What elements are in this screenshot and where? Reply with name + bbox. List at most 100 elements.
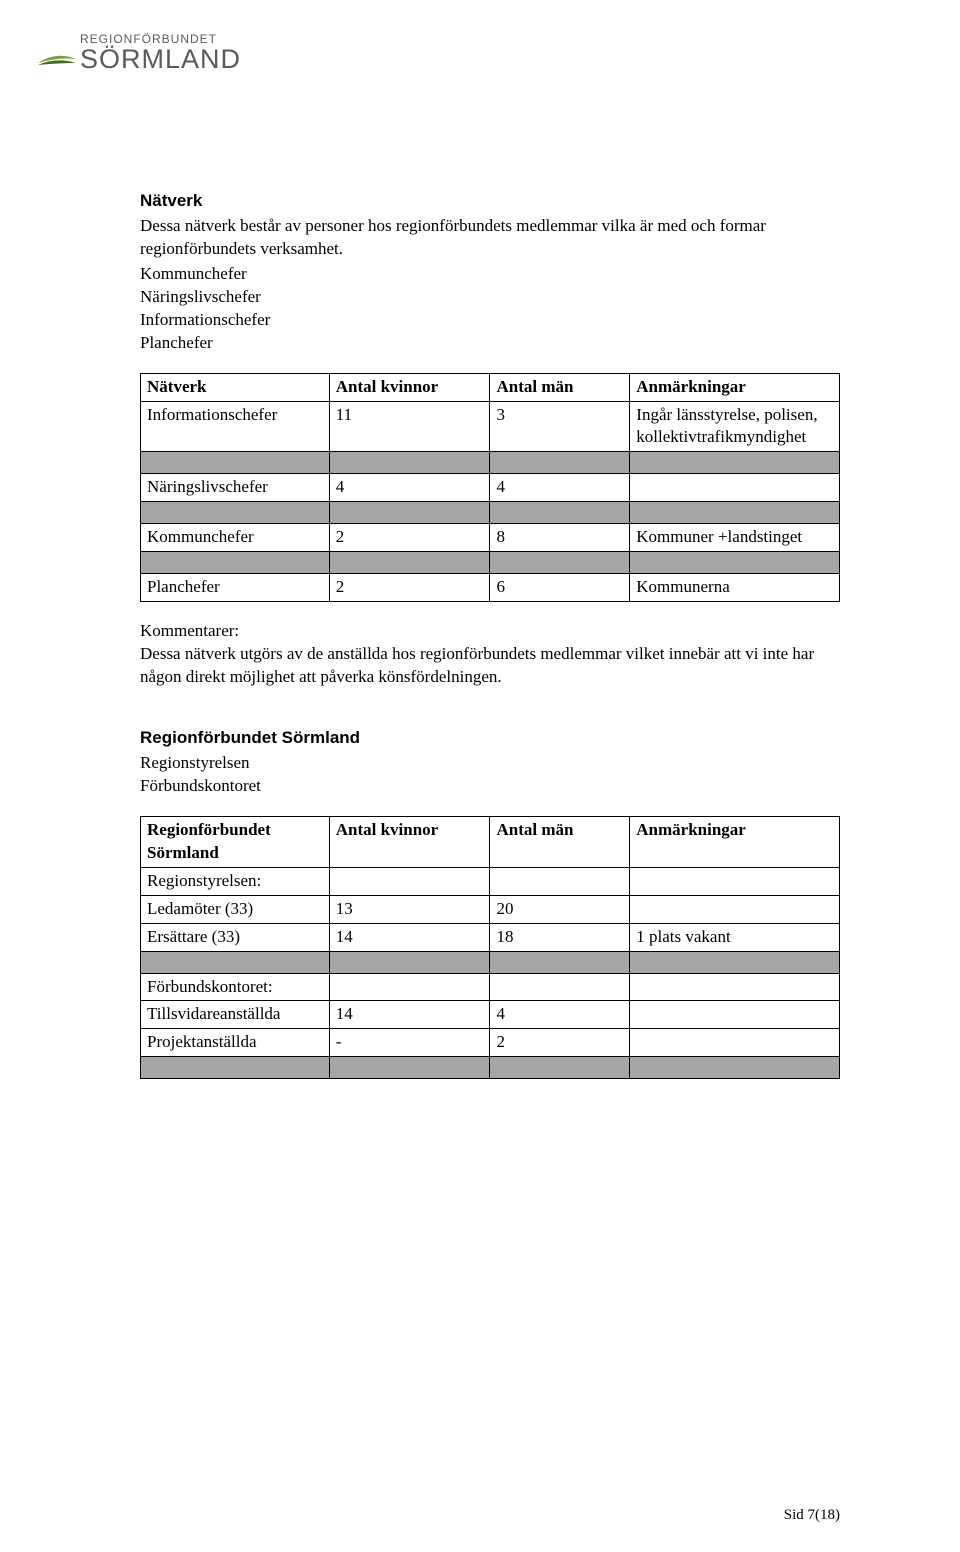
table-cell: Förbundskontoret: — [141, 973, 330, 1001]
table-header: Regionförbundet Sörmland — [141, 816, 330, 867]
table-cell — [141, 452, 330, 474]
table-row: Näringslivschefer44 — [141, 474, 840, 502]
comments-text: Dessa nätverk utgörs av de anställda hos… — [140, 643, 840, 689]
table-cell — [630, 1057, 840, 1079]
table-cell: 6 — [490, 574, 630, 602]
table-cell — [630, 1029, 840, 1057]
table-cell — [329, 867, 490, 895]
table-cell: Kommunerna — [630, 574, 840, 602]
table-header: Antal kvinnor — [329, 373, 490, 401]
list-item: Informationschefer — [140, 309, 840, 332]
section1-heading: Nätverk — [140, 190, 840, 213]
region-table: Regionförbundet SörmlandAntal kvinnorAnt… — [140, 816, 840, 1080]
table-row: Kommunchefer28Kommuner +landstinget — [141, 524, 840, 552]
table-row: Tillsvidareanställda144 — [141, 1001, 840, 1029]
table-cell — [630, 867, 840, 895]
table-row — [141, 951, 840, 973]
table-cell: 14 — [329, 1001, 490, 1029]
table-cell — [329, 951, 490, 973]
section1-intro: Dessa nätverk består av personer hos reg… — [140, 215, 840, 261]
table-row: Ledamöter (33)1320 — [141, 895, 840, 923]
table-row: Regionstyrelsen: — [141, 867, 840, 895]
table-cell — [329, 973, 490, 1001]
table-cell: Informationschefer — [141, 401, 330, 452]
table-cell: 2 — [329, 574, 490, 602]
table-cell — [490, 973, 630, 1001]
table-cell — [141, 502, 330, 524]
table-cell — [141, 951, 330, 973]
table-cell — [630, 502, 840, 524]
table-cell: 14 — [329, 923, 490, 951]
table-cell: Ingår länsstyrelse, polisen, kollektivtr… — [630, 401, 840, 452]
table-cell: Planchefer — [141, 574, 330, 602]
table-cell: 18 — [490, 923, 630, 951]
table-cell: 11 — [329, 401, 490, 452]
table-cell: 4 — [490, 474, 630, 502]
list-item: Regionstyrelsen — [140, 752, 840, 775]
table-cell: Ledamöter (33) — [141, 895, 330, 923]
list-item: Näringslivschefer — [140, 286, 840, 309]
table-cell: 4 — [490, 1001, 630, 1029]
list-item: Förbundskontoret — [140, 775, 840, 798]
table-cell: Projektanställda — [141, 1029, 330, 1057]
table-cell — [329, 452, 490, 474]
table-cell: 13 — [329, 895, 490, 923]
table-cell — [329, 552, 490, 574]
table-cell: 2 — [490, 1029, 630, 1057]
table-cell — [490, 1057, 630, 1079]
comments-label: Kommentarer: — [140, 620, 840, 643]
table-cell — [630, 552, 840, 574]
table-cell: 20 — [490, 895, 630, 923]
table-header: Anmärkningar — [630, 373, 840, 401]
table-cell — [630, 973, 840, 1001]
table-cell: - — [329, 1029, 490, 1057]
table-cell — [490, 951, 630, 973]
list-item: Planchefer — [140, 332, 840, 355]
table-cell — [630, 474, 840, 502]
table-cell — [630, 895, 840, 923]
table-header: Antal män — [490, 373, 630, 401]
table-header: Nätverk — [141, 373, 330, 401]
section2-heading: Regionförbundet Sörmland — [140, 727, 840, 750]
table-row — [141, 502, 840, 524]
table-cell: Näringslivschefer — [141, 474, 330, 502]
table-cell — [329, 1057, 490, 1079]
table-row — [141, 452, 840, 474]
table-cell — [329, 502, 490, 524]
logo-main-text: SÖRMLAND — [80, 44, 241, 75]
table-cell — [630, 1001, 840, 1029]
table-cell — [490, 867, 630, 895]
table-cell: Tillsvidareanställda — [141, 1001, 330, 1029]
table-cell: Kommunchefer — [141, 524, 330, 552]
table-cell — [490, 502, 630, 524]
table-row — [141, 552, 840, 574]
table-cell — [630, 951, 840, 973]
page-footer: Sid 7(18) — [784, 1507, 840, 1524]
table-row: Informationschefer113Ingår länsstyrelse,… — [141, 401, 840, 452]
table-cell: Ersättare (33) — [141, 923, 330, 951]
table-cell: 3 — [490, 401, 630, 452]
section2-list: RegionstyrelsenFörbundskontoret — [140, 752, 840, 798]
table-cell — [141, 1057, 330, 1079]
table-cell: 1 plats vakant — [630, 923, 840, 951]
table-cell: 8 — [490, 524, 630, 552]
table-cell: Regionstyrelsen: — [141, 867, 330, 895]
networks-table: NätverkAntal kvinnorAntal mänAnmärkninga… — [140, 373, 840, 603]
table-cell — [141, 552, 330, 574]
table-header: Antal kvinnor — [329, 816, 490, 867]
table-cell: Kommuner +landstinget — [630, 524, 840, 552]
table-row — [141, 1057, 840, 1079]
table-cell: 4 — [329, 474, 490, 502]
table-row: Projektanställda-2 — [141, 1029, 840, 1057]
list-item: Kommunchefer — [140, 263, 840, 286]
table-row: Planchefer26Kommunerna — [141, 574, 840, 602]
table-cell — [490, 452, 630, 474]
table-row: Förbundskontoret: — [141, 973, 840, 1001]
table-header: Antal män — [490, 816, 630, 867]
table-row: Ersättare (33)14181 plats vakant — [141, 923, 840, 951]
table-cell — [490, 552, 630, 574]
table-header: Anmärkningar — [630, 816, 840, 867]
table-cell: 2 — [329, 524, 490, 552]
table-cell — [630, 452, 840, 474]
logo: REGIONFÖRBUNDET SÖRMLAND — [36, 32, 296, 75]
